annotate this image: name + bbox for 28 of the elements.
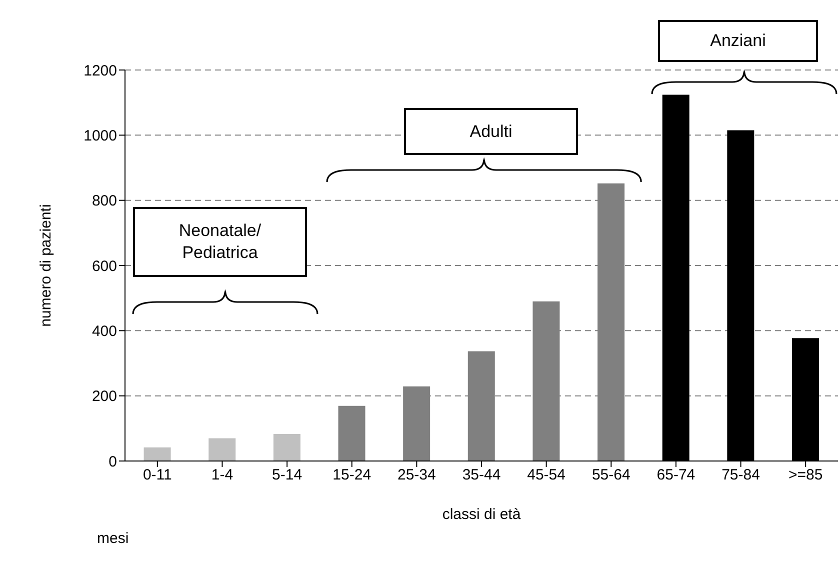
x-tick-label: 0-11 xyxy=(142,466,172,484)
x-tick-label: 65-74 xyxy=(656,466,696,484)
x-axis-title: classi di età xyxy=(442,506,522,523)
x-tick-label: 55-64 xyxy=(592,466,630,484)
bar xyxy=(338,406,366,461)
text: mesi xyxy=(97,530,129,547)
text-box: Anziani xyxy=(658,20,818,62)
y-tick-label: 200 xyxy=(92,388,117,406)
y-tick-label: 400 xyxy=(92,322,117,340)
y-axis-title: numero di pazienti xyxy=(37,204,54,327)
x-tick-label: 1-4 xyxy=(211,466,234,484)
bar xyxy=(208,438,236,461)
y-tick-label: 1000 xyxy=(84,127,117,144)
text-box: Neonatale/ Pediatrica xyxy=(133,207,307,277)
bar xyxy=(144,447,171,461)
bar xyxy=(273,434,300,461)
x-tick-label: 35-44 xyxy=(462,466,501,484)
text-box: Adulti xyxy=(404,108,578,155)
x-tick-label: 25-34 xyxy=(397,466,436,484)
x-tick-label: >=85 xyxy=(788,466,823,484)
y-tick-label: 0 xyxy=(108,453,117,470)
x-tick-label: 5-14 xyxy=(272,466,302,484)
y-tick-label: 600 xyxy=(92,258,117,275)
y-tick-label: 800 xyxy=(92,192,117,210)
y-tick-label: 1200 xyxy=(84,62,117,80)
x-tick-label: 45-54 xyxy=(527,466,566,484)
x-tick-label: 15-24 xyxy=(332,466,372,484)
x-tick-label: 75-84 xyxy=(722,466,760,484)
